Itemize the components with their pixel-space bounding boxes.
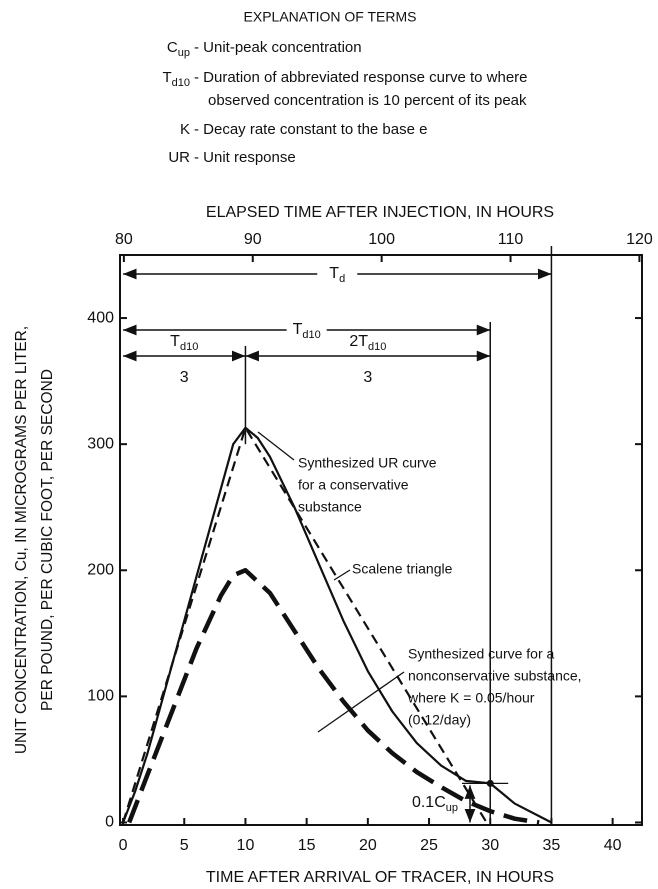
y-tick-label: 100 [87, 688, 114, 705]
symbol-base: T [329, 265, 339, 282]
x-tick-label: 15 [298, 837, 316, 854]
term-symbol: Td10 [162, 69, 190, 89]
duration-label: Td10 [170, 333, 198, 353]
y-tick-label: 300 [87, 435, 114, 452]
x-tick-label: 40 [604, 837, 622, 854]
label-bg [317, 263, 358, 285]
term-text: - Duration of abbreviated response curve… [194, 69, 528, 86]
symbol-sub: d [339, 273, 345, 285]
term-text: - Decay rate constant to the base e [194, 121, 427, 138]
y-tick-label: 400 [87, 309, 114, 326]
x-axis-label: TIME AFTER ARRIVAL OF TRACER, IN HOURS [206, 869, 554, 886]
label-bg [286, 319, 327, 341]
symbol-base: T [293, 321, 303, 338]
x2-tick-label: 100 [368, 231, 395, 248]
x-tick-label: 30 [481, 837, 499, 854]
duration-label: Td [329, 265, 345, 285]
x-tick-label: 0 [119, 837, 128, 854]
symbol-base: K [180, 121, 190, 138]
symbol-prefix: 2 [349, 333, 358, 350]
callout-text: (0.12/day) [408, 712, 471, 728]
duration-label: 2Td10 [349, 333, 386, 353]
x2-tick-label: 120 [626, 231, 653, 248]
x2-tick-label: 90 [244, 231, 262, 248]
x-tick-label: 35 [543, 837, 561, 854]
symbol-sub: d10 [302, 329, 320, 341]
term-text: - Unit-peak concentration [194, 39, 362, 56]
symbol-base: T [170, 333, 180, 350]
curve [127, 568, 540, 825]
term-symbol: Cup [167, 39, 190, 59]
duration-denominator: 3 [363, 369, 372, 386]
symbol-sub: up [178, 47, 190, 59]
symbol-prefix: 0.1 [412, 794, 434, 811]
x-tick-label: 25 [420, 837, 438, 854]
symbol-sub: up [446, 802, 458, 814]
y-axis-label: UNIT CONCENTRATION, Cu, IN MICROGRAMS PE… [13, 326, 30, 754]
y-axis-label: PER POUND, PER CUBIC FOOT, PER SECOND [39, 369, 56, 711]
x2-axis-label: ELAPSED TIME AFTER INJECTION, IN HOURS [206, 204, 554, 221]
x-tick-label: 5 [180, 837, 189, 854]
explanation-title: EXPLANATION OF TERMS [244, 9, 417, 25]
symbol-base: T [162, 69, 171, 86]
callout-text: Scalene triangle [352, 561, 453, 577]
term-text: - Unit response [194, 149, 296, 166]
callout-text: where K = 0.05/hour [407, 690, 535, 706]
x-tick-label: 10 [237, 837, 255, 854]
duration-label: Td10 [293, 321, 321, 341]
threshold-label: 0.1Cup [412, 794, 458, 814]
callout-text: for a conservative [298, 477, 409, 493]
callout-text: Synthesized UR curve [298, 455, 437, 471]
x2-tick-label: 110 [498, 231, 524, 248]
term-text: observed concentration is 10 percent of … [208, 92, 527, 109]
curve [122, 426, 488, 824]
term-symbol: UR [168, 149, 190, 166]
leader-line [333, 569, 351, 581]
y-tick-label: 0 [105, 814, 114, 831]
y-tick-label: 200 [87, 561, 114, 578]
symbol-sub: d10 [368, 341, 386, 353]
term-symbol: K [180, 121, 190, 138]
callout-text: Synthesized curve for a [408, 646, 555, 662]
symbol-sub: d10 [180, 341, 198, 353]
symbol-base: T [358, 333, 368, 350]
x2-tick-label: 80 [115, 231, 133, 248]
duration-denominator: 3 [180, 369, 189, 386]
threshold-point [486, 779, 494, 787]
symbol-base: C [167, 39, 178, 56]
symbol-sub: d10 [172, 77, 190, 89]
symbol-base: UR [168, 149, 190, 166]
leader-line [257, 431, 295, 461]
symbol-base: C [434, 794, 446, 811]
callout-text: nonconservative substance, [408, 668, 582, 684]
leader-line [317, 671, 405, 733]
callout-text: substance [298, 499, 362, 515]
x-tick-label: 20 [359, 837, 377, 854]
